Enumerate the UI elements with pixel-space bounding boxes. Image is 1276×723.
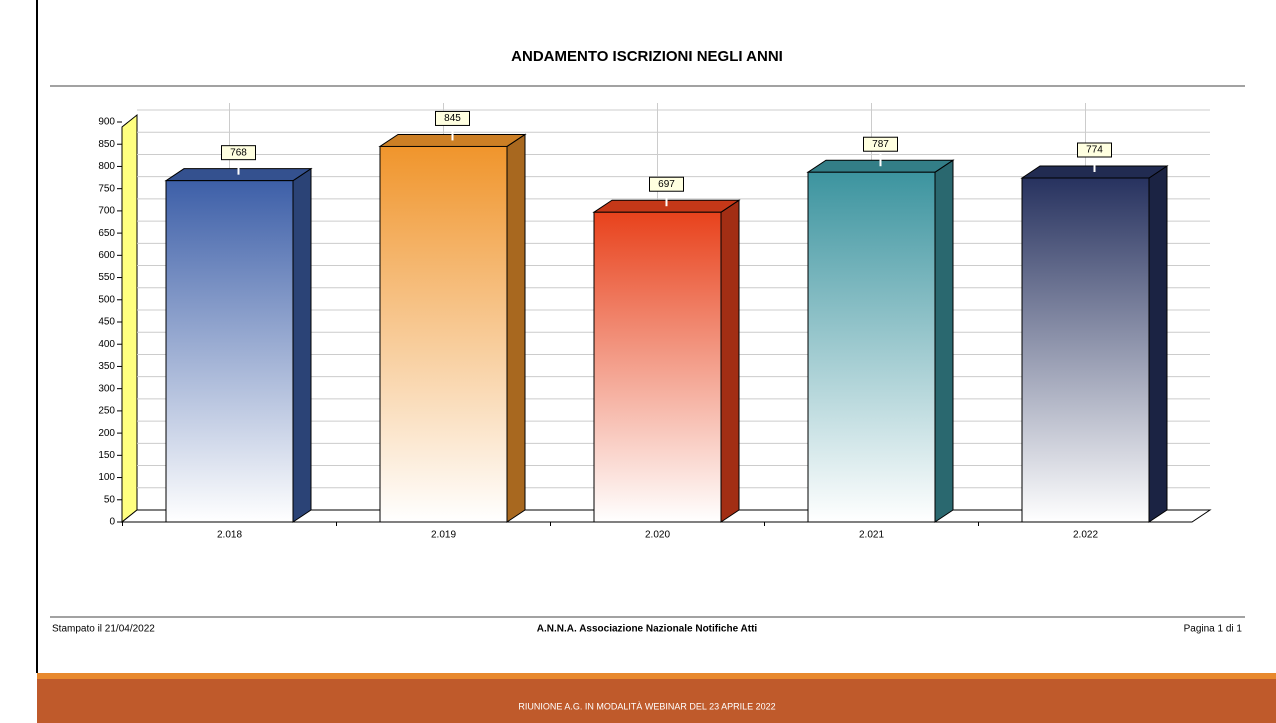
bar xyxy=(593,211,722,523)
y-tick-label: 350 xyxy=(98,361,115,372)
bar xyxy=(379,145,508,523)
plot: 0 50 100 150 200 250 300 350 400 450 500 550 600 650 7… xyxy=(98,103,1212,541)
value-label: 774 xyxy=(1086,145,1103,156)
y-tick-label: 500 xyxy=(98,294,115,305)
x-tick-label: 2.022 xyxy=(1073,530,1098,541)
bar xyxy=(1021,177,1150,523)
x-tick-label: 2.021 xyxy=(859,530,884,541)
value-label-box xyxy=(221,145,256,161)
y-tick-label: 300 xyxy=(98,383,115,394)
y-tick-label: 250 xyxy=(98,406,115,417)
bar-side xyxy=(934,159,954,523)
y-tick-label: 150 xyxy=(98,450,115,461)
y-tick-label: 200 xyxy=(98,428,115,439)
x-tick-label: 2.019 xyxy=(431,530,456,541)
y-tick-label: 850 xyxy=(98,139,115,150)
y-tick-label: 550 xyxy=(98,272,115,283)
bar xyxy=(807,171,936,523)
footer-right: Pagina 1 di 1 xyxy=(1184,624,1243,635)
bar-side xyxy=(1148,165,1168,523)
y-tick-label: 100 xyxy=(98,472,115,483)
y-tick-label: 0 xyxy=(109,517,115,528)
y-tick-label: 400 xyxy=(98,339,115,350)
y-tick-label: 750 xyxy=(98,183,115,194)
value-label-box xyxy=(1077,142,1112,158)
y-tick-label: 450 xyxy=(98,317,115,328)
value-label-box xyxy=(863,136,898,152)
y-tick-label: 700 xyxy=(98,206,115,217)
footer-left: Stampato il 21/04/2022 xyxy=(52,624,155,635)
x-tick-label: 2.020 xyxy=(645,530,670,541)
value-label: 697 xyxy=(658,179,675,190)
y-tick-label: 600 xyxy=(98,250,115,261)
x-tick-label: 2.018 xyxy=(217,530,242,541)
value-label-box xyxy=(435,110,470,126)
bar xyxy=(165,180,294,523)
banner-text: RIUNIONE A.G. IN MODALITÀ WEBINAR DEL 23… xyxy=(518,701,775,711)
footer-center: A.N.N.A. Associazione Nazionale Notifich… xyxy=(537,624,758,635)
y-tick-label: 800 xyxy=(98,161,115,172)
bar-side xyxy=(292,167,312,523)
y-tick-label: 50 xyxy=(104,494,116,505)
y-tick-label: 650 xyxy=(98,228,115,239)
y-tick-label: 900 xyxy=(98,117,115,128)
value-label: 787 xyxy=(872,139,889,150)
chart-title: ANDAMENTO ISCRIZIONI NEGLI ANNI xyxy=(511,48,783,65)
value-label: 768 xyxy=(230,147,247,158)
value-label-box xyxy=(649,176,684,192)
bar-side xyxy=(506,133,526,523)
value-label: 845 xyxy=(444,113,461,124)
banner xyxy=(37,673,1276,723)
bar-side xyxy=(720,199,740,523)
banner-stripe xyxy=(37,673,1276,679)
axis-wall xyxy=(121,113,138,524)
